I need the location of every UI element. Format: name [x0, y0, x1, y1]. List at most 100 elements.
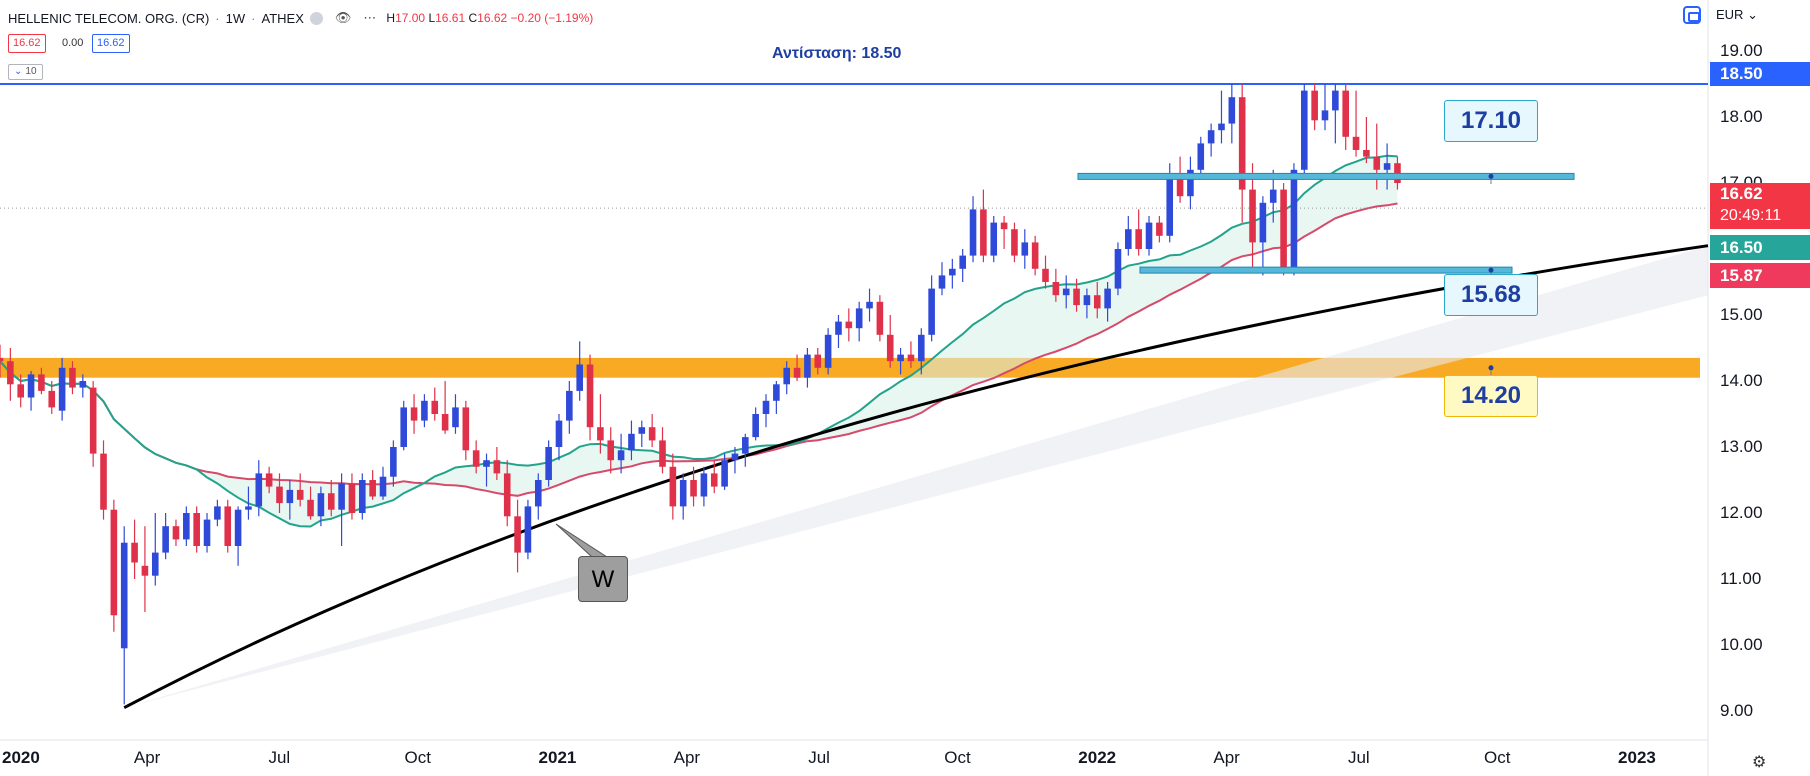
- candle-body: [1300, 90, 1308, 170]
- eye-icon[interactable]: 👁: [334, 10, 352, 25]
- candle-body: [1311, 90, 1318, 121]
- buy-price-box[interactable]: 16.62: [92, 34, 130, 53]
- w-callout-pointer: [555, 523, 609, 558]
- candle-body: [607, 440, 615, 461]
- candle-body: [58, 367, 66, 411]
- level-line-15-68: [1139, 266, 1513, 274]
- candle-body: [648, 427, 656, 441]
- candle-body: [762, 400, 770, 414]
- snapshot-icon[interactable]: [1683, 6, 1701, 24]
- candle-body: [969, 209, 977, 256]
- candle-body: [441, 414, 449, 431]
- candle-body: [296, 489, 304, 500]
- bar-countdown: 20:49:11: [1720, 207, 1782, 224]
- candle-body: [183, 513, 190, 540]
- candle-body: [265, 473, 273, 487]
- callout-14-20[interactable]: 14.20: [1444, 375, 1538, 417]
- candle-body: [679, 480, 687, 507]
- candle-body: [348, 483, 356, 513]
- candle-body: [1000, 222, 1008, 230]
- resistance-label: Αντίσταση: 18.50: [772, 45, 902, 62]
- sell-price-box[interactable]: 16.62: [8, 34, 46, 53]
- w-pattern-callout[interactable]: W: [578, 556, 628, 602]
- candle-body: [410, 407, 418, 421]
- gear-icon[interactable]: ⚙: [1752, 754, 1767, 771]
- candle-body: [224, 506, 232, 546]
- candle-body: [876, 301, 884, 335]
- candle-body: [659, 440, 666, 467]
- candle-body: [359, 480, 366, 513]
- candle-body: [48, 390, 56, 408]
- currency-selector[interactable]: EUR ⌄: [1716, 7, 1758, 22]
- candle-body: [245, 506, 252, 510]
- candle-body: [866, 301, 873, 309]
- candle-body: [1259, 202, 1267, 243]
- time-tick-label: Jul: [268, 748, 291, 767]
- candle-body: [1383, 163, 1391, 170]
- indicators-toggle[interactable]: ⌄ 10: [8, 64, 43, 80]
- candle-body: [628, 433, 635, 451]
- callout-17-10[interactable]: 17.10: [1444, 100, 1538, 142]
- candle-body: [110, 509, 118, 616]
- candle-body: [886, 334, 894, 362]
- candle-body: [255, 473, 263, 507]
- candle-body: [814, 354, 822, 368]
- candle-body: [949, 268, 956, 276]
- chevron-down-icon: ⌄: [14, 66, 23, 77]
- candle-body: [1373, 156, 1381, 170]
- time-tick-label: Oct: [944, 748, 971, 767]
- candle-body: [1228, 97, 1236, 124]
- candle-body: [1135, 229, 1142, 249]
- candle-body: [452, 407, 459, 428]
- candle-body: [1125, 229, 1132, 249]
- candle-body: [835, 321, 842, 335]
- callout-15-68[interactable]: 15.68: [1444, 274, 1538, 316]
- candle-body: [1011, 229, 1018, 256]
- candle-body: [855, 308, 863, 329]
- candle-body: [276, 486, 283, 504]
- indicator-count: 10: [25, 66, 37, 77]
- candle-body: [214, 506, 221, 520]
- candle-body: [1218, 123, 1225, 131]
- candle-body: [162, 526, 169, 553]
- candle-body: [638, 427, 646, 434]
- market-status-dot: [309, 11, 323, 25]
- candle-body: [1363, 150, 1370, 157]
- ma-slow-price-tag: 15.87: [1710, 263, 1810, 288]
- candle-body: [327, 493, 335, 510]
- candle-body: [690, 480, 697, 497]
- candle-body: [286, 489, 294, 504]
- candle-body: [462, 407, 470, 451]
- candle-body: [545, 447, 552, 480]
- candle-body: [1280, 189, 1287, 269]
- symbol-name[interactable]: HELLENIC TELECOM. ORG. (CR): [8, 10, 210, 26]
- candle-body: [17, 384, 25, 398]
- candle-body: [1073, 288, 1080, 306]
- candle-body: [742, 437, 749, 454]
- candle-body: [534, 480, 542, 507]
- candle-body: [79, 381, 87, 388]
- candle-body: [555, 420, 563, 447]
- candle-body: [338, 483, 345, 510]
- candle-body: [1197, 143, 1205, 170]
- candle-body: [1166, 176, 1174, 236]
- callout-anchor-dot: [1488, 267, 1494, 273]
- candle-body: [203, 519, 211, 546]
- candle-body: [752, 414, 759, 438]
- candle-body: [845, 321, 853, 329]
- price-tick-label: 18.00: [1720, 107, 1763, 126]
- more-icon[interactable]: ⋯: [363, 10, 377, 25]
- candle-body: [1021, 242, 1029, 256]
- candle-body: [1176, 176, 1184, 197]
- candle-body: [586, 364, 594, 428]
- ma-slow-line: [0, 202, 1398, 497]
- candle-body: [824, 334, 832, 368]
- candle-body: [700, 473, 708, 497]
- candle-body: [472, 450, 480, 467]
- candle-body: [617, 450, 625, 461]
- interval-label[interactable]: 1W: [225, 10, 246, 26]
- candle-body: [483, 460, 490, 467]
- candle-body: [576, 364, 583, 391]
- candle-body: [804, 354, 811, 378]
